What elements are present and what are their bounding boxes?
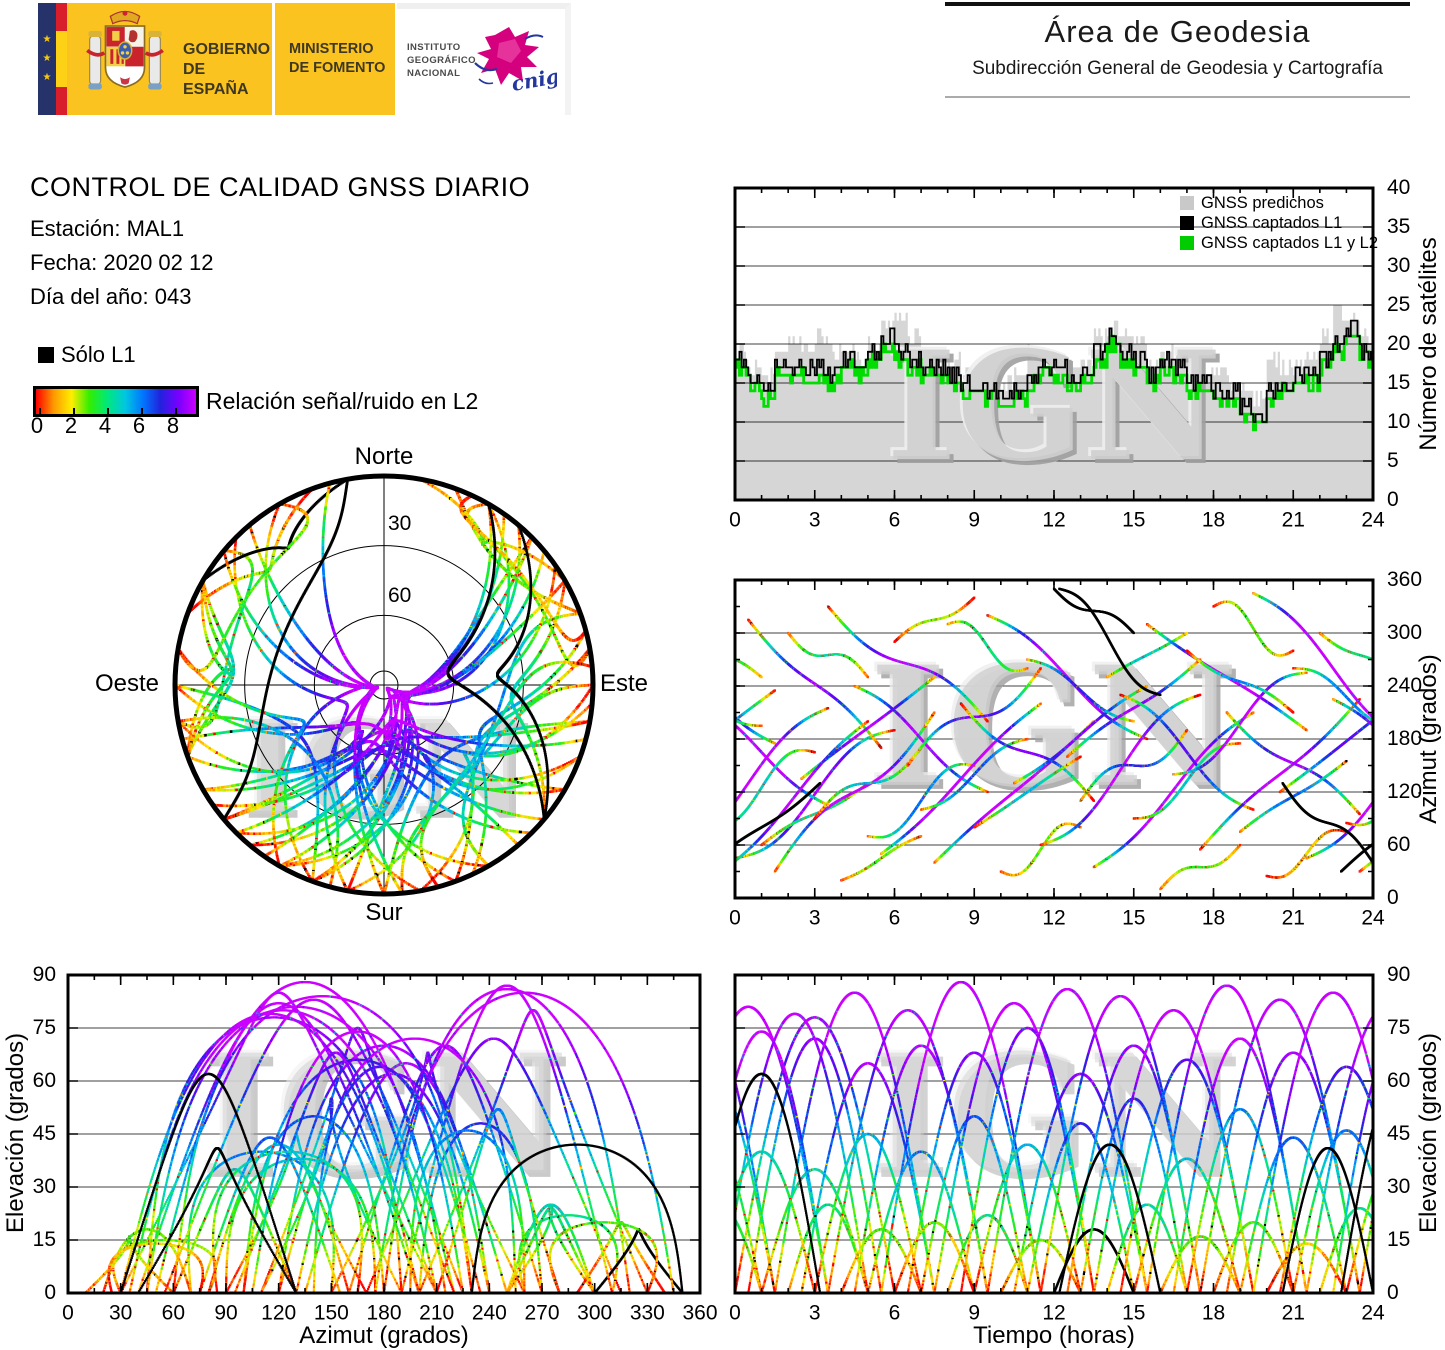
colorbar-tick-label: 0 <box>30 413 44 438</box>
colorbar-tick <box>107 408 109 414</box>
colorbar-tick-label: 8 <box>166 413 180 438</box>
legend-label: GNSS captados L1 <box>1201 213 1343 232</box>
ign-label: INSTITUTO GEOGRÁFICO NACIONAL <box>407 42 476 79</box>
spain-coat-of-arms-icon <box>86 10 164 90</box>
colorbar-tick <box>39 408 41 414</box>
eu-flag-strip: ★ ★ ★ <box>38 3 56 115</box>
gobierno-label: GOBIERNO DE ESPAÑA <box>183 41 271 98</box>
spain-flag-strip <box>56 3 67 115</box>
cnig-logo-icon: cnig <box>474 27 557 96</box>
colorbar-tick <box>73 408 75 414</box>
legend-label: GNSS predichos <box>1201 193 1324 212</box>
l1-only-label: Sólo L1 <box>61 342 136 367</box>
ministerio-label: MINISTERIO DE FOMENTO <box>289 41 386 76</box>
header-top-rule <box>945 2 1410 6</box>
colorbar-tick <box>175 408 177 414</box>
sat-count-legend: GNSS predichos GNSS captados L1 GNSS capta… <box>1180 193 1378 253</box>
legend-item: GNSS captados L1 y L2 <box>1180 233 1378 253</box>
ign-cnig-box: INSTITUTO GEOGRÁFICO NACIONAL cnig <box>397 3 571 115</box>
legend-label: GNSS captados L1 y L2 <box>1201 233 1379 252</box>
header-bottom-rule <box>945 96 1410 98</box>
skyplot-ring60-label: 60 <box>388 584 412 607</box>
legend-swatch <box>1180 196 1194 210</box>
skyplot-south-label: Sur <box>365 899 403 926</box>
count-y-axis-title: Número de satélites <box>1415 237 1442 451</box>
logo-bar: ★ ★ ★ <box>38 3 571 115</box>
eu-star-icon: ★ <box>42 72 52 83</box>
date-line: Fecha: 2020 02 12 <box>30 250 214 275</box>
skyplot-west-label: Oeste <box>94 670 160 697</box>
colorbar-tick-label: 4 <box>98 413 112 438</box>
skyplot-east-label: Este <box>599 670 649 697</box>
colorbar-tick-label: 2 <box>64 413 78 438</box>
skyplot-ring30-label: 30 <box>388 512 412 535</box>
az-y-axis-title: Azimut (grados) <box>1415 654 1442 824</box>
skyplot-north-label: Norte <box>354 443 414 470</box>
l1-only-swatch <box>38 347 54 363</box>
colorbar-tick-label: 6 <box>132 413 146 438</box>
area-title: Área de Geodesia <box>1044 14 1311 49</box>
eu-star-icon: ★ <box>42 53 52 64</box>
legend-item: GNSS captados L1 <box>1180 213 1378 233</box>
colorbar-tick <box>141 408 143 414</box>
snr-colorbar <box>33 386 199 417</box>
legend-swatch <box>1180 216 1194 230</box>
legend-item: GNSS predichos <box>1180 193 1378 213</box>
doy-line: Día del año: 043 <box>30 284 192 309</box>
snr-colorbar-title: Relación señal/ruido en L2 <box>206 388 479 414</box>
report-title: CONTROL DE CALIDAD GNSS DIARIO <box>30 172 531 202</box>
eltime-x-axis-title: Tiempo (horas) <box>973 1322 1135 1349</box>
elaz-x-axis-title: Azimut (grados) <box>299 1322 469 1349</box>
elaz-y-axis-title: Elevación (grados) <box>2 1032 29 1234</box>
station-line: Estación: MAL1 <box>30 216 185 241</box>
eu-star-icon: ★ <box>42 34 52 45</box>
gobierno-box: GOBIERNO DE ESPAÑA <box>67 3 272 115</box>
eltime-y-axis-title: Elevación (grados) <box>1415 1032 1442 1234</box>
ministerio-box: MINISTERIO DE FOMENTO <box>275 3 395 115</box>
area-subtitle: Subdirección General de Geodesia y Carto… <box>972 58 1383 79</box>
legend-swatch <box>1180 236 1194 250</box>
